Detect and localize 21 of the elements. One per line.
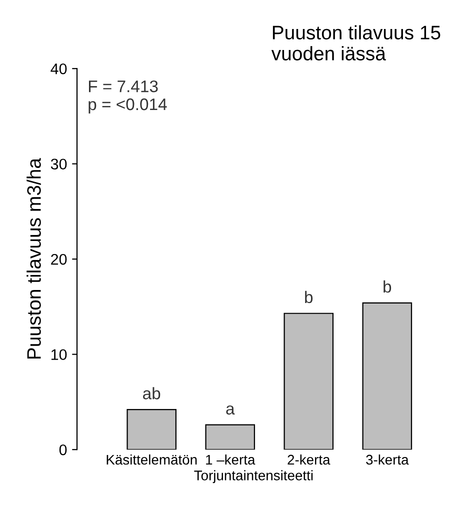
y-tick-label: 20	[51, 254, 67, 265]
annotation: ab	[143, 387, 160, 400]
x-axis-title: Torjuntaintensiteetti	[194, 470, 313, 484]
y-tick-label: 10	[51, 349, 67, 360]
bar	[205, 424, 256, 450]
chart-title: Puuston tilavuus 15 vuoden iässä	[271, 25, 440, 60]
x-tick-label: Käsittelemätön	[106, 454, 197, 465]
y-tick-label: 0	[59, 444, 67, 456]
x-tick-label: 1 –kerta	[206, 454, 256, 465]
x-tick-label: 2-kerta	[288, 454, 330, 465]
y-tick-label: 40	[50, 63, 67, 74]
x-tick-label: 3-kerta	[366, 454, 409, 465]
bar	[126, 409, 176, 450]
bar	[362, 302, 412, 450]
y-axis-title: Puuston tilavuus m3/ha	[26, 158, 41, 359]
annotation: a	[226, 405, 235, 415]
bar	[284, 312, 334, 450]
annotation: F = 7.413 p = <0.014	[88, 80, 167, 114]
y-tick-label: 30	[50, 158, 67, 170]
annotation: b	[384, 280, 392, 293]
annotation: b	[305, 290, 313, 304]
